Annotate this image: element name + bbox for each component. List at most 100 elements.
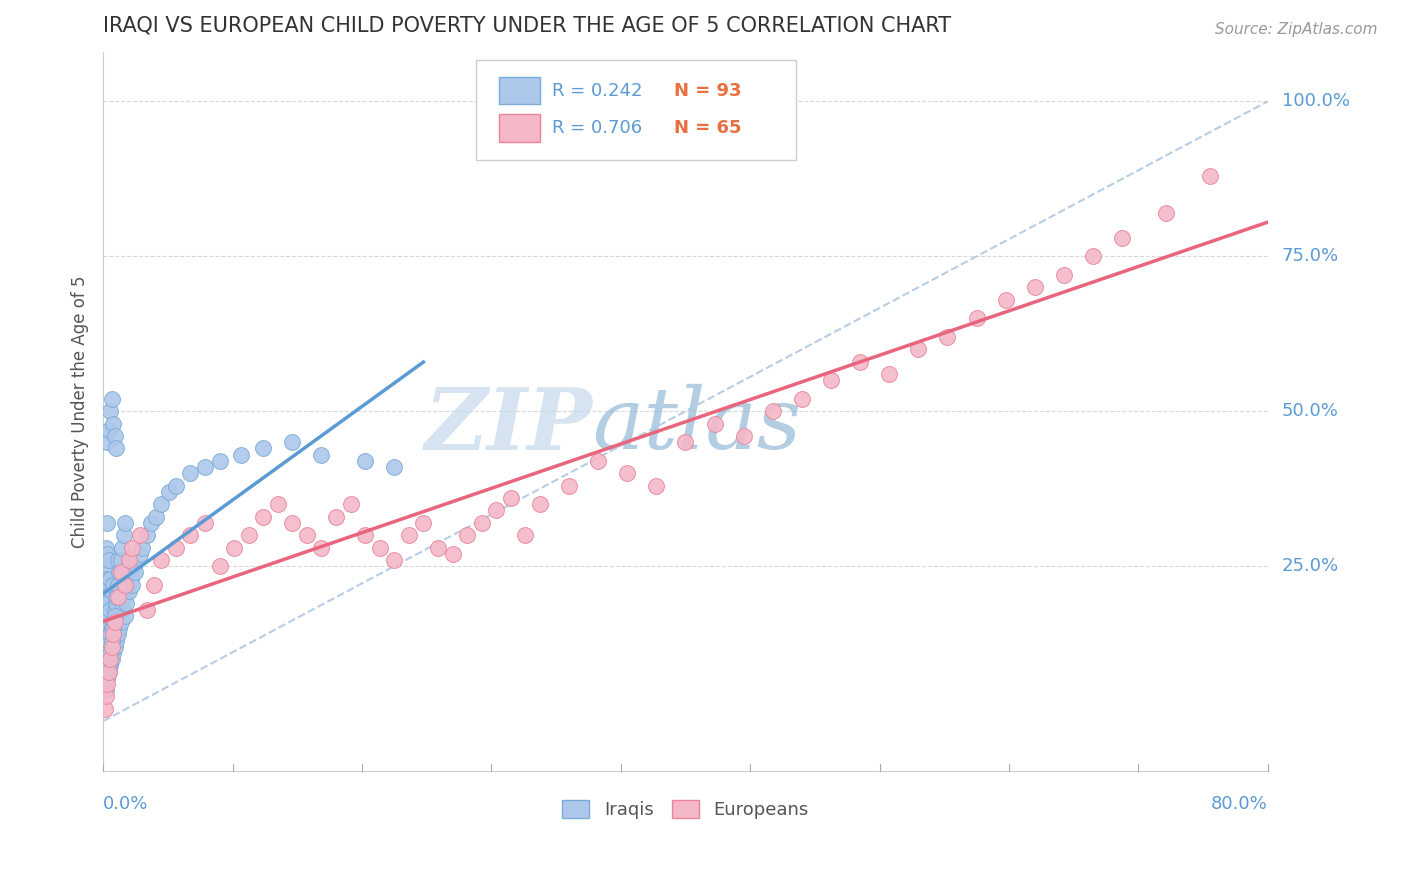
Point [100, 658, 122, 673]
Point [101, 640, 124, 654]
Point [93, 578, 115, 592]
Point [96, 435, 118, 450]
Point [208, 454, 231, 468]
Point [281, 435, 304, 450]
Point [105, 633, 128, 648]
FancyBboxPatch shape [475, 61, 796, 160]
Point [157, 484, 180, 499]
Point [252, 509, 274, 524]
Point [101, 633, 124, 648]
Point [1111, 231, 1133, 245]
Point [94, 590, 117, 604]
Point [97, 423, 120, 437]
Point [114, 566, 136, 580]
Point [238, 528, 260, 542]
Point [645, 478, 668, 492]
Point [471, 516, 494, 530]
Point [194, 460, 217, 475]
Point [107, 627, 129, 641]
Point [124, 566, 146, 580]
Point [93, 602, 115, 616]
Point [94, 615, 117, 629]
Point [122, 559, 145, 574]
Text: atlas: atlas [592, 384, 801, 467]
Point [145, 509, 167, 524]
Point [143, 578, 166, 592]
Point [107, 590, 129, 604]
Point [108, 566, 131, 580]
Point [94, 690, 117, 704]
Point [97, 665, 120, 679]
Point [104, 429, 127, 443]
Point [121, 578, 143, 592]
Point [820, 373, 842, 387]
Point [118, 584, 141, 599]
Point [105, 442, 128, 456]
Point [907, 343, 929, 357]
Point [96, 671, 118, 685]
Point [118, 553, 141, 567]
Point [97, 578, 120, 592]
Point [100, 627, 122, 641]
Point [94, 665, 117, 679]
Point [93, 627, 115, 641]
Point [97, 608, 120, 623]
Text: Source: ZipAtlas.com: Source: ZipAtlas.com [1215, 22, 1378, 37]
Point [354, 528, 377, 542]
Point [354, 454, 377, 468]
Point [104, 608, 127, 623]
Point [104, 602, 127, 616]
Point [762, 404, 785, 418]
Point [93, 652, 115, 666]
Point [96, 646, 118, 660]
Point [105, 596, 128, 610]
Point [141, 516, 163, 530]
Point [111, 602, 134, 616]
Text: IRAQI VS EUROPEAN CHILD POVERTY UNDER THE AGE OF 5 CORRELATION CHART: IRAQI VS EUROPEAN CHILD POVERTY UNDER TH… [103, 15, 952, 35]
Point [97, 633, 120, 648]
Point [877, 367, 900, 381]
Point [103, 578, 125, 592]
Point [115, 596, 138, 610]
Point [499, 491, 522, 505]
Point [100, 404, 122, 418]
Point [994, 293, 1017, 307]
Point [101, 584, 124, 599]
Point [101, 621, 124, 635]
Point [96, 621, 118, 635]
Point [733, 429, 755, 443]
Point [110, 553, 132, 567]
Text: ZIP: ZIP [425, 384, 592, 467]
Point [108, 621, 131, 635]
Point [128, 528, 150, 542]
Text: 100.0%: 100.0% [1282, 93, 1350, 111]
Point [231, 448, 253, 462]
Point [97, 553, 120, 567]
Point [382, 460, 405, 475]
Point [103, 417, 125, 431]
Point [114, 516, 136, 530]
Point [110, 566, 132, 580]
Point [110, 572, 132, 586]
Point [1198, 169, 1220, 183]
Point [103, 627, 125, 641]
Point [616, 467, 638, 481]
Point [112, 590, 135, 604]
Point [515, 528, 537, 542]
Point [103, 621, 125, 635]
Text: 25.0%: 25.0% [1282, 558, 1339, 575]
Point [382, 553, 405, 567]
Point [339, 497, 361, 511]
Point [100, 602, 122, 616]
Point [100, 572, 122, 586]
Point [426, 541, 449, 555]
FancyBboxPatch shape [499, 114, 540, 142]
Point [103, 615, 125, 629]
Point [121, 541, 143, 555]
Point [675, 435, 697, 450]
Point [94, 640, 117, 654]
Point [252, 442, 274, 456]
Point [790, 392, 813, 406]
Point [112, 528, 135, 542]
Point [441, 547, 464, 561]
